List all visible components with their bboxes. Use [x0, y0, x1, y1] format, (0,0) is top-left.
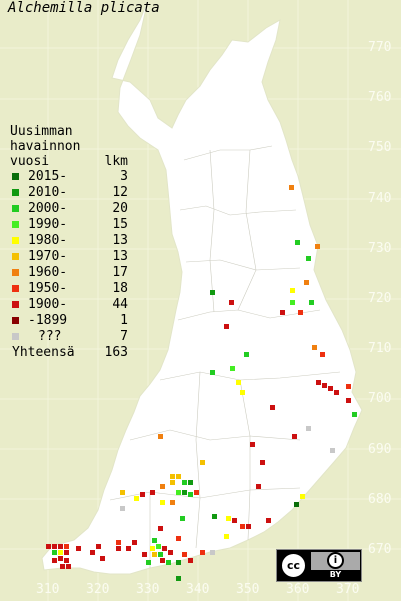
legend-item-label: 1960- [28, 265, 68, 280]
legend-item-label: 1980- [28, 233, 68, 248]
legend-item-label: 2000- [28, 201, 68, 216]
y-axis-label: 770 [368, 40, 392, 55]
legend-swatch [12, 205, 19, 212]
legend-swatch [12, 237, 19, 244]
country-shape [41, 0, 363, 575]
legend-item-label: 2015- [28, 169, 68, 184]
observation-points [46, 185, 357, 581]
legend-item-count: 44 [112, 297, 128, 312]
legend-item-label: 1970- [28, 249, 68, 264]
legend-item: 1990- 15 [10, 217, 128, 233]
legend-header-line1: Uusimman [10, 124, 73, 139]
legend-total-label: Yhteensä [12, 345, 75, 360]
x-axis-label: 360 [286, 582, 310, 597]
cc-icon: cc [280, 552, 307, 579]
legend-total: Yhteensä 163 [10, 345, 128, 361]
y-axis-label: 730 [368, 240, 392, 256]
legend-total-count: 163 [104, 345, 128, 360]
legend-item: 2000- 20 [10, 201, 128, 217]
legend-item-count: 1 [120, 313, 128, 328]
x-axis-label: 330 [136, 582, 160, 597]
legend-item-count: 7 [120, 329, 128, 344]
legend-swatch [12, 221, 19, 228]
legend-header-year: vuosi [10, 154, 50, 169]
y-axis-label: 700 [368, 391, 392, 407]
legend-item-label: -1899 [28, 313, 68, 328]
legend-item-label: 1900- [28, 297, 68, 312]
legend-item-count: 15 [112, 217, 128, 232]
attribution-icon: i [327, 552, 344, 569]
y-axis-label: 750 [368, 140, 392, 156]
legend-item: 1900- 44 [10, 297, 128, 313]
legend-swatch [12, 173, 19, 180]
legend-item-count: 13 [112, 233, 128, 248]
legend-swatch [12, 317, 19, 324]
cc-by-license-badge[interactable]: cc i BY [276, 549, 362, 582]
legend-item: 1980- 13 [10, 233, 128, 249]
legend-item: 1960- 17 [10, 265, 128, 281]
y-axis-label: 690 [368, 441, 392, 457]
legend-item: 2015- 3 [10, 169, 128, 185]
legend-swatch [12, 189, 19, 196]
legend-item-count: 17 [112, 265, 128, 280]
legend-item: -1899 1 [10, 313, 128, 329]
y-axis-label: 720 [368, 291, 392, 306]
legend-item-label: 1990- [28, 217, 68, 232]
legend-swatch [12, 253, 19, 260]
y-axis-label: 710 [368, 341, 392, 357]
x-axis-label: 310 [36, 582, 60, 597]
y-axis-label: 740 [368, 190, 392, 206]
legend: Uusimman havainnon vuosi lkm 2015- 3 2010-… [10, 124, 128, 361]
y-axis-label: 760 [368, 90, 392, 106]
legend-item: 1970- 13 [10, 249, 128, 265]
legend-item-count: 3 [120, 169, 128, 184]
by-label: BY [329, 570, 342, 579]
legend-item-count: 20 [112, 201, 128, 216]
legend-item: ??? 7 [10, 329, 128, 345]
y-axis-label: 680 [368, 491, 392, 507]
legend-item-count: 18 [112, 281, 128, 296]
legend-swatch [12, 333, 19, 340]
y-axis-label: 670 [368, 542, 392, 557]
legend-item: 1950- 18 [10, 281, 128, 297]
legend-rows: 2015- 3 2010- 12 2000- 20 1990- 15 1980- 13 1970- 1… [10, 169, 128, 345]
x-axis-label: 370 [336, 582, 360, 597]
legend-header-line2: havainnon [10, 139, 81, 154]
legend-item-label: ??? [38, 329, 62, 344]
legend-header-count: lkm [104, 154, 128, 169]
legend-item-label: 2010- [28, 185, 68, 200]
map-title: Alchemilla plicata [8, 0, 160, 16]
legend-swatch [12, 301, 19, 308]
legend-swatch [12, 285, 19, 292]
legend-item-count: 12 [112, 185, 128, 200]
x-axis-label: 320 [86, 582, 110, 597]
legend-item: 2010- 12 [10, 185, 128, 201]
x-axis-label: 350 [236, 582, 260, 597]
x-axis-label: 340 [186, 582, 210, 597]
legend-item-label: 1950- [28, 281, 68, 296]
legend-swatch [12, 269, 19, 276]
legend-item-count: 13 [112, 249, 128, 264]
